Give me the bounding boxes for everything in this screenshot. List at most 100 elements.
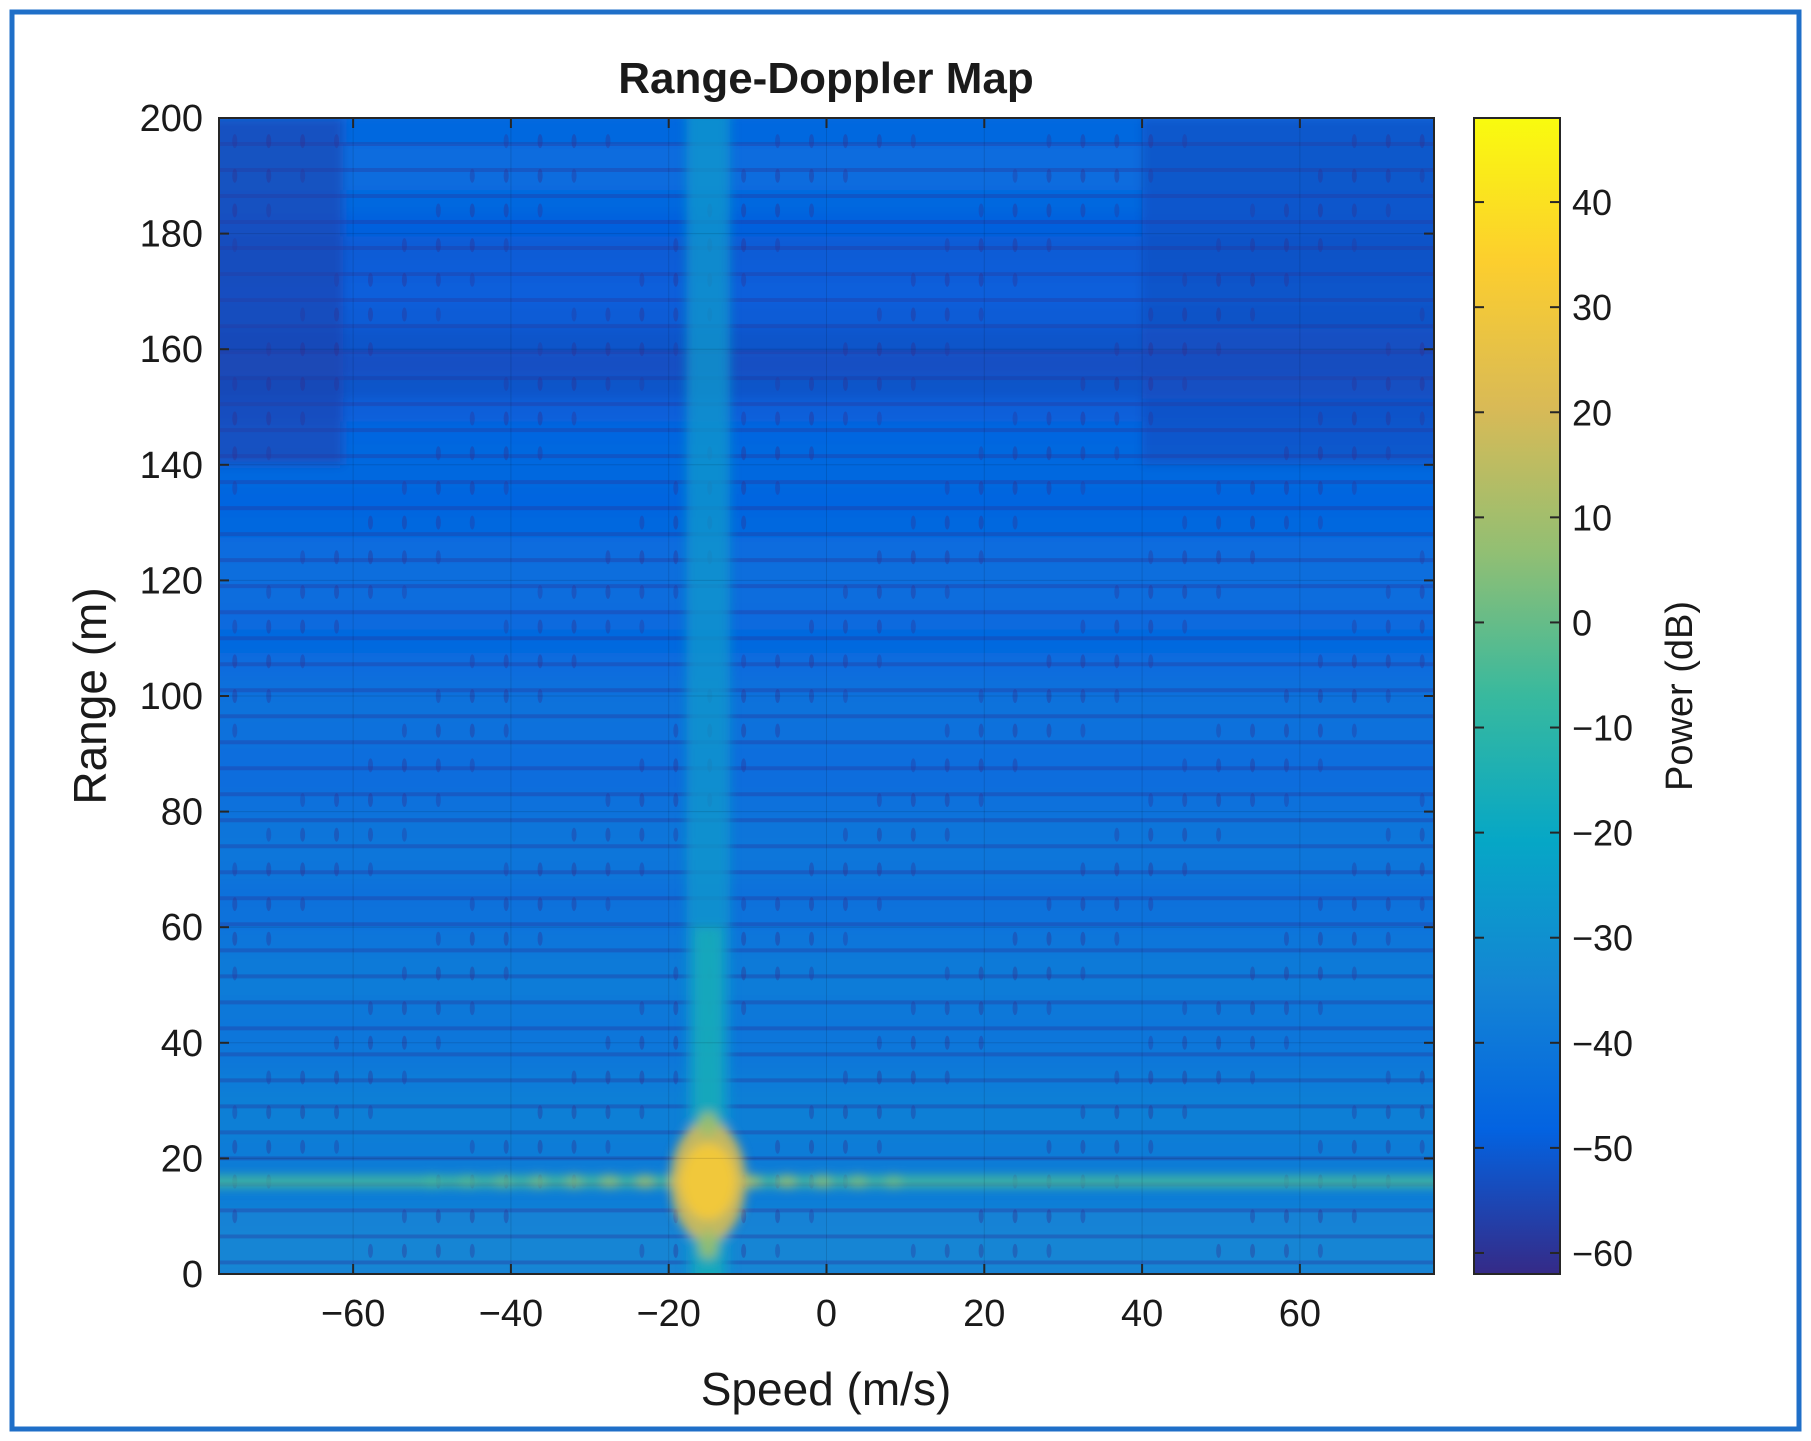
heatmap-dot (876, 1035, 882, 1050)
heatmap-dot (978, 1243, 984, 1258)
heatmap-dot (842, 584, 848, 599)
heatmap-dot (910, 376, 916, 391)
heatmap-dot (1385, 619, 1391, 634)
heatmap-dot (842, 1105, 848, 1120)
heatmap-dot (673, 966, 679, 981)
heatmap-dot (1046, 480, 1052, 495)
heatmap-dot (842, 411, 848, 426)
heatmap-dot (435, 1209, 441, 1224)
heatmap-dot (944, 272, 950, 287)
heatmap-dot (1182, 342, 1188, 357)
colorbar-ticks: −60 −50 −40 −30 −20 −10 0 10 20 30 40 (1474, 182, 1633, 1274)
heatmap-dot (401, 827, 407, 842)
heatmap-dot (1250, 1243, 1256, 1258)
heatmap-dot (978, 446, 984, 461)
heatmap-dot (1419, 793, 1425, 808)
heatmap-dot (1012, 203, 1018, 218)
heatmap-dot (741, 966, 747, 981)
heatmap-dot (266, 827, 272, 842)
heatmap-dot (469, 272, 475, 287)
heatmap-dot (775, 1243, 781, 1258)
y-tick-label: 100 (140, 676, 203, 718)
range-sidelobe (884, 1174, 903, 1189)
heatmap-dot (673, 1243, 679, 1258)
heatmap-dot (1012, 1243, 1018, 1258)
range-sidelobe (458, 1174, 477, 1189)
heatmap-dot (1317, 1001, 1323, 1016)
heatmap-dot (639, 550, 645, 565)
heatmap-dot (334, 1035, 340, 1050)
heatmap-dot (605, 376, 611, 391)
heatmap-dot (1046, 966, 1052, 981)
heatmap-dot (1080, 897, 1086, 912)
heatmap-dot (1351, 376, 1357, 391)
heatmap-dot (1046, 411, 1052, 426)
heatmap-dot (978, 758, 984, 773)
heatmap-dot (673, 480, 679, 495)
heatmap-dot (605, 1070, 611, 1085)
heatmap-dot (1148, 793, 1154, 808)
heatmap-dot (1317, 515, 1323, 530)
heatmap-dot (673, 827, 679, 842)
range-sidelobe (742, 1174, 761, 1189)
heatmap-dot (367, 272, 373, 287)
heatmap-dot (1046, 931, 1052, 946)
heatmap-dot (775, 480, 781, 495)
heatmap-dot (944, 307, 950, 322)
heatmap-dot (944, 1070, 950, 1085)
heatmap-dot (944, 758, 950, 773)
heatmap-dot (1317, 689, 1323, 703)
heatmap-dot (842, 619, 848, 634)
heatmap-dot (1283, 203, 1289, 218)
heatmap-dot (775, 376, 781, 391)
heatmap-dot (232, 862, 238, 877)
heatmap-dot (1216, 272, 1222, 287)
heatmap-dot (1216, 307, 1222, 322)
heatmap-dot (910, 550, 916, 565)
heatmap-dot (741, 411, 747, 426)
heatmap-dot (1148, 1139, 1154, 1154)
heatmap-dot (1283, 446, 1289, 461)
heatmap-dot (571, 584, 577, 599)
heatmap-dot (334, 619, 340, 634)
colorbar-label: Power (dB) (1659, 601, 1701, 791)
heatmap-dot (1148, 134, 1154, 149)
heatmap-dot (741, 168, 747, 183)
heatmap-dot (1385, 584, 1391, 599)
heatmap-dot (944, 550, 950, 565)
heatmap-dot (334, 307, 340, 322)
heatmap-dot (266, 1070, 272, 1085)
heatmap-dot (1419, 1105, 1425, 1120)
heatmap-dot (842, 931, 848, 946)
heatmap-dot (1216, 550, 1222, 565)
heatmap-dot (503, 931, 509, 946)
heatmap-dot (741, 654, 747, 669)
heatmap-dot (1148, 897, 1154, 912)
heatmap-dot (435, 793, 441, 808)
heatmap-dot (1351, 203, 1357, 218)
heatmap-dot (232, 966, 238, 981)
heatmap-dot (1046, 1139, 1052, 1154)
heatmap-dot (435, 307, 441, 322)
heatmap-dot (232, 689, 238, 703)
heatmap-dot (1012, 723, 1018, 738)
peak-sidelobe (698, 1231, 719, 1260)
heatmap-dot (1012, 411, 1018, 426)
x-tick-label: −60 (321, 1293, 385, 1335)
heatmap-dot (469, 758, 475, 773)
heatmap-dot (367, 1035, 373, 1050)
heatmap-dot (537, 897, 543, 912)
y-tick-label: 80 (161, 792, 203, 834)
heatmap-dot (469, 446, 475, 461)
heatmap-dot (1114, 411, 1120, 426)
heatmap-dot (1114, 376, 1120, 391)
heatmap-dot (334, 1105, 340, 1120)
heatmap-dot (1216, 342, 1222, 357)
heatmap-dot (300, 550, 306, 565)
heatmap-dot (232, 654, 238, 669)
heatmap-dot (1351, 654, 1357, 669)
heatmap-dot (809, 862, 815, 877)
heatmap-dot (469, 203, 475, 218)
heatmap-dot (1385, 689, 1391, 703)
heatmap-dot (232, 897, 238, 912)
